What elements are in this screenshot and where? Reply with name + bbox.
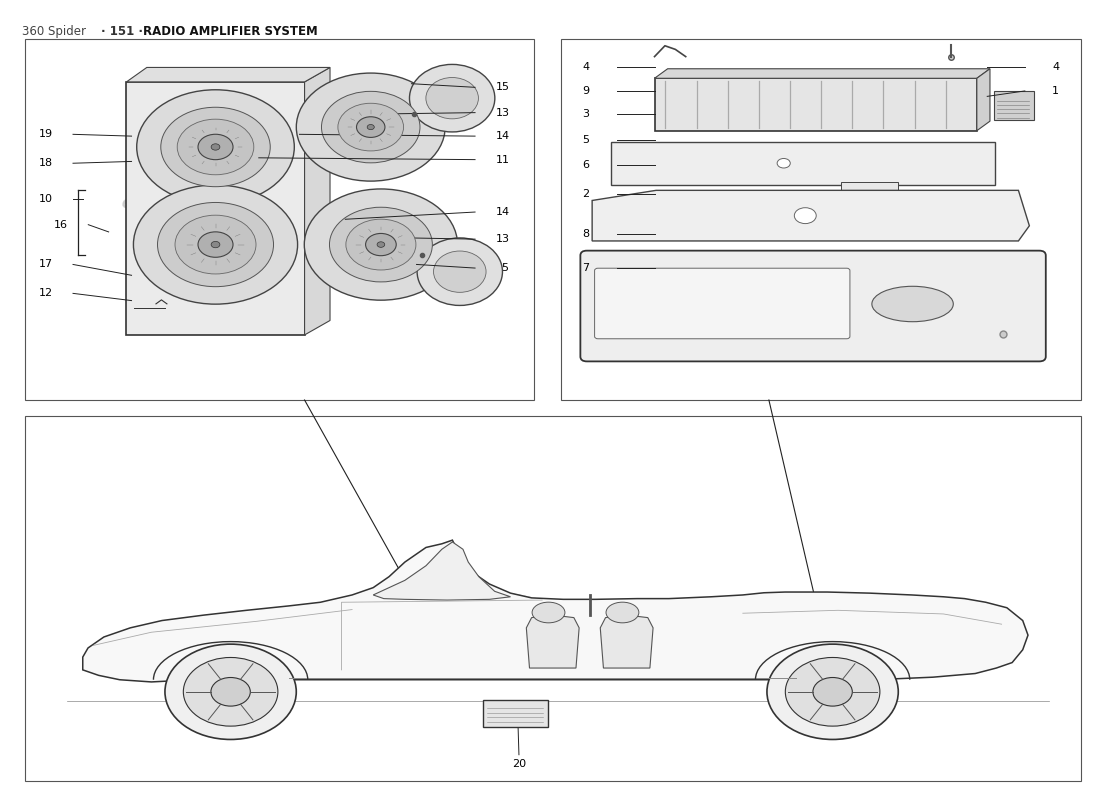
Ellipse shape: [872, 286, 954, 322]
FancyBboxPatch shape: [595, 268, 850, 338]
Polygon shape: [526, 615, 579, 668]
Circle shape: [161, 107, 271, 186]
Circle shape: [211, 242, 220, 248]
Circle shape: [211, 144, 220, 150]
Text: eurospares: eurospares: [497, 587, 603, 626]
Text: 16: 16: [54, 220, 68, 230]
Circle shape: [356, 117, 385, 138]
Text: eurospares: eurospares: [770, 194, 877, 233]
Text: 14: 14: [495, 207, 509, 217]
Text: 12: 12: [39, 288, 53, 298]
Text: 2: 2: [582, 189, 590, 199]
FancyBboxPatch shape: [610, 142, 994, 185]
Polygon shape: [654, 69, 990, 78]
Polygon shape: [126, 67, 330, 82]
Text: 8: 8: [582, 229, 590, 238]
Ellipse shape: [417, 238, 503, 306]
Text: eurospares: eurospares: [119, 194, 226, 233]
Circle shape: [136, 90, 295, 204]
Text: · 151 ·: · 151 ·: [101, 25, 147, 38]
Polygon shape: [373, 542, 510, 600]
Bar: [24, 416, 1081, 782]
Circle shape: [813, 678, 852, 706]
Circle shape: [777, 158, 790, 168]
Ellipse shape: [532, 602, 565, 623]
Circle shape: [767, 644, 899, 739]
Circle shape: [165, 644, 296, 739]
Circle shape: [794, 208, 816, 223]
Circle shape: [305, 189, 458, 300]
Circle shape: [367, 125, 374, 130]
Ellipse shape: [433, 251, 486, 292]
Circle shape: [211, 678, 251, 706]
Circle shape: [198, 134, 233, 160]
Text: 6: 6: [583, 160, 590, 170]
Text: 13: 13: [495, 234, 509, 244]
Polygon shape: [601, 615, 653, 668]
Text: 18: 18: [39, 158, 53, 168]
Text: 9: 9: [582, 86, 590, 96]
Circle shape: [184, 658, 278, 726]
FancyBboxPatch shape: [483, 700, 548, 727]
Text: 15: 15: [495, 263, 509, 273]
Polygon shape: [592, 190, 1030, 241]
Ellipse shape: [606, 602, 639, 623]
Polygon shape: [82, 540, 1028, 682]
Text: 4: 4: [582, 62, 590, 73]
Text: 13: 13: [495, 108, 509, 118]
Polygon shape: [977, 69, 990, 130]
Bar: [654, 78, 977, 130]
Text: 360 Spider: 360 Spider: [22, 25, 90, 38]
Text: 17: 17: [39, 259, 53, 270]
Circle shape: [175, 215, 256, 274]
Circle shape: [377, 242, 385, 247]
Circle shape: [198, 232, 233, 258]
Circle shape: [157, 202, 274, 286]
Circle shape: [321, 91, 420, 163]
Text: 7: 7: [582, 263, 590, 273]
FancyBboxPatch shape: [581, 250, 1046, 362]
Circle shape: [785, 658, 880, 726]
Polygon shape: [305, 67, 330, 335]
Bar: [24, 38, 534, 400]
Bar: [840, 182, 898, 195]
Ellipse shape: [426, 78, 478, 119]
Circle shape: [345, 219, 416, 270]
Text: RADIO AMPLIFIER SYSTEM: RADIO AMPLIFIER SYSTEM: [143, 25, 318, 38]
Circle shape: [365, 234, 396, 256]
Text: 1: 1: [1053, 86, 1059, 96]
Bar: [561, 38, 1081, 400]
Text: eurospares: eurospares: [694, 194, 801, 233]
Text: 10: 10: [39, 194, 53, 204]
Polygon shape: [126, 82, 305, 335]
Circle shape: [330, 207, 432, 282]
Ellipse shape: [409, 65, 495, 132]
Bar: [994, 91, 1034, 120]
Text: 3: 3: [583, 110, 590, 119]
Text: 4: 4: [1053, 62, 1059, 73]
Text: 11: 11: [495, 154, 509, 165]
Circle shape: [177, 119, 254, 174]
Text: 14: 14: [495, 131, 509, 141]
Text: 15: 15: [495, 82, 509, 92]
Text: 19: 19: [39, 130, 53, 139]
Circle shape: [296, 73, 446, 181]
Text: 5: 5: [583, 134, 590, 145]
Circle shape: [133, 185, 298, 304]
Text: 20: 20: [512, 758, 526, 769]
Circle shape: [338, 103, 404, 151]
